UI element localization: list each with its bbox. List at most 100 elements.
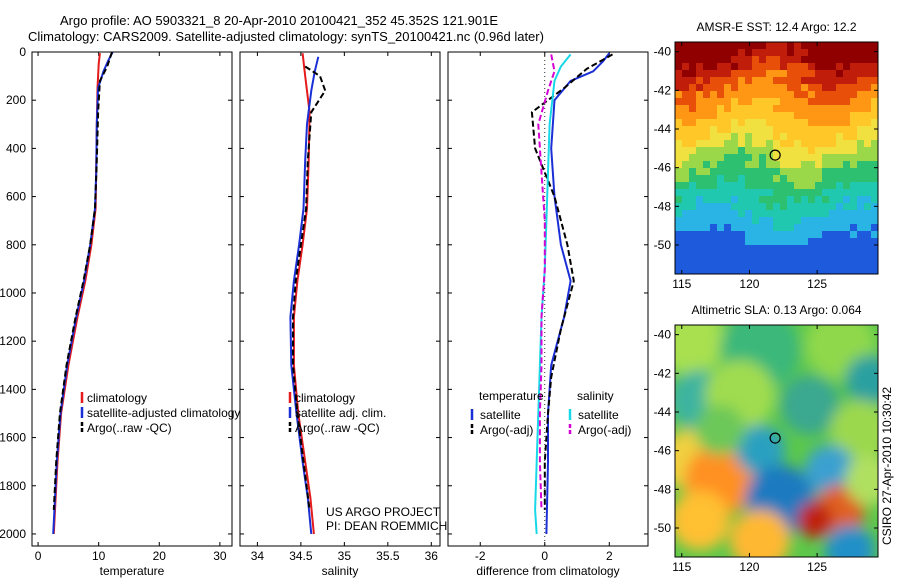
sst-cell xyxy=(724,238,731,245)
sst-cell xyxy=(822,189,829,196)
sst-cell xyxy=(759,49,766,56)
sst-cell xyxy=(689,84,696,91)
sst-cell xyxy=(843,217,850,224)
sst-cell xyxy=(766,252,773,259)
sst-cell xyxy=(738,266,745,273)
sst-cell xyxy=(850,42,857,49)
sst-cell xyxy=(682,210,689,217)
sst-cell xyxy=(773,189,780,196)
sst-cell xyxy=(717,42,724,49)
sst-cell xyxy=(731,63,738,70)
sst-cell xyxy=(710,119,717,126)
sst-cell xyxy=(731,70,738,77)
sst-cell xyxy=(745,259,752,266)
sst-cell xyxy=(836,217,843,224)
sst-cell xyxy=(710,154,717,161)
sst-cell xyxy=(738,224,745,231)
sst-cell xyxy=(857,224,864,231)
x-tick-label: 10 xyxy=(92,549,106,563)
sst-cell xyxy=(710,126,717,133)
sst-cell xyxy=(696,217,703,224)
sst-cell xyxy=(794,266,801,273)
sst-cell xyxy=(759,154,766,161)
sst-cell xyxy=(682,182,689,189)
y-tick-label: 200 xyxy=(6,93,26,107)
sst-cell xyxy=(745,266,752,273)
sst-cell xyxy=(773,63,780,70)
sst-cell xyxy=(780,266,787,273)
sst-cell xyxy=(857,147,864,154)
sst-cell xyxy=(808,56,815,63)
sst-cell xyxy=(759,266,766,273)
sst-cell xyxy=(696,84,703,91)
sst-cell xyxy=(780,133,787,140)
sst-cell xyxy=(689,210,696,217)
sst-cell xyxy=(766,140,773,147)
sst-cell xyxy=(829,105,836,112)
sst-cell xyxy=(766,42,773,49)
y-tick-label: 1600 xyxy=(0,431,26,445)
sst-cell xyxy=(808,231,815,238)
sla-anomaly-blob xyxy=(830,400,878,460)
sst-cell xyxy=(822,112,829,119)
sst-cell xyxy=(787,175,794,182)
sst-cell xyxy=(738,238,745,245)
sst-cell xyxy=(780,217,787,224)
sst-cell xyxy=(717,84,724,91)
sst-cell xyxy=(682,252,689,259)
sst-cell xyxy=(822,245,829,252)
sst-cell xyxy=(710,189,717,196)
sst-cell xyxy=(675,217,682,224)
sst-cell xyxy=(752,84,759,91)
sst-cell xyxy=(752,266,759,273)
sst-cell xyxy=(864,252,871,259)
argo-location-marker xyxy=(769,149,781,161)
sst-cell xyxy=(857,252,864,259)
sst-cell xyxy=(696,119,703,126)
sst-cell xyxy=(724,245,731,252)
sst-cell xyxy=(794,56,801,63)
sst-cell xyxy=(703,77,710,84)
sst-cell xyxy=(696,49,703,56)
sst-cell xyxy=(857,126,864,133)
sst-cell xyxy=(738,126,745,133)
sst-cell xyxy=(738,133,745,140)
sst-cell xyxy=(815,245,822,252)
sst-cell xyxy=(717,133,724,140)
sst-cell xyxy=(773,203,780,210)
sst-cell xyxy=(829,140,836,147)
sst-cell xyxy=(801,196,808,203)
sst-cell xyxy=(822,105,829,112)
sst-cell xyxy=(731,259,738,266)
sst-cell xyxy=(703,42,710,49)
sst-cell xyxy=(731,154,738,161)
sst-cell xyxy=(766,175,773,182)
sst-cell xyxy=(696,189,703,196)
sst-cell xyxy=(738,210,745,217)
sst-cell xyxy=(815,147,822,154)
sst-cell xyxy=(696,140,703,147)
sst-cell xyxy=(759,210,766,217)
sst-cell xyxy=(850,203,857,210)
sst-cell xyxy=(864,140,871,147)
sst-cell xyxy=(857,70,864,77)
sst-cell xyxy=(745,84,752,91)
sst-cell xyxy=(773,259,780,266)
sst-cell xyxy=(808,91,815,98)
sst-cell xyxy=(759,119,766,126)
sst-cell xyxy=(766,98,773,105)
sst-cell xyxy=(836,70,843,77)
map-y-tick-label: -44 xyxy=(654,405,672,419)
sst-cell xyxy=(766,224,773,231)
sst-cell xyxy=(724,119,731,126)
sla-anomaly-blob xyxy=(695,405,745,455)
sst-cell xyxy=(857,49,864,56)
sst-cell xyxy=(773,238,780,245)
sst-cell xyxy=(815,91,822,98)
sst-cell xyxy=(857,182,864,189)
map-y-tick-label: -50 xyxy=(654,238,672,252)
sst-cell xyxy=(850,245,857,252)
sst-cell xyxy=(731,56,738,63)
sst-cell xyxy=(752,210,759,217)
sst-cell xyxy=(829,84,836,91)
